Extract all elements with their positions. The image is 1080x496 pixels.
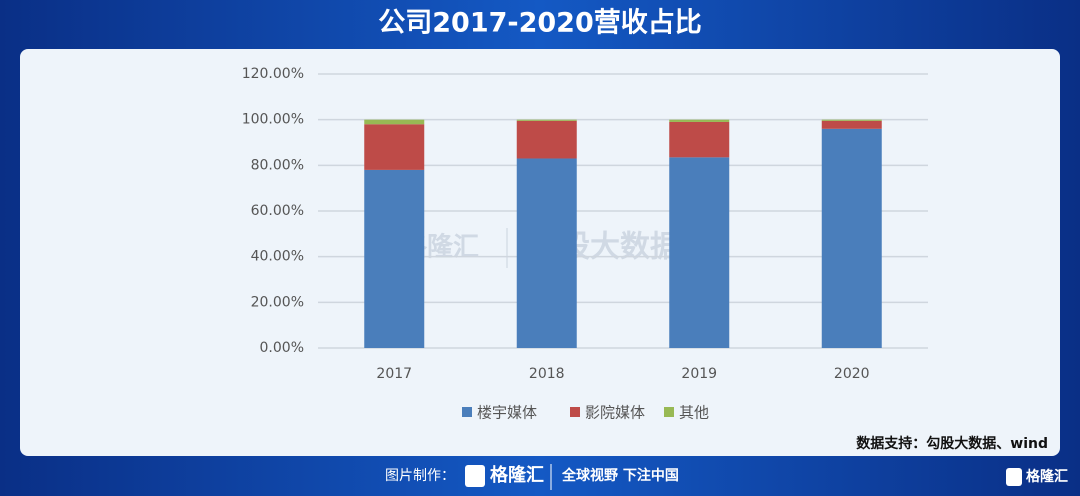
legend-swatch: [570, 407, 580, 417]
y-tick-label: 80.00%: [251, 157, 304, 173]
chart-title: 公司2017-2020营收占比: [378, 8, 702, 39]
bar-segment: [669, 157, 730, 348]
bar-segment: [364, 169, 425, 348]
bar-segment: [516, 119, 577, 121]
bar-segment: [364, 119, 425, 125]
bar-segment: [821, 128, 882, 348]
corner-brand: 格隆汇: [1026, 468, 1068, 485]
x-tick-label: 2020: [834, 366, 870, 382]
y-tick-label: 100.00%: [242, 112, 304, 128]
footer-brand: 格隆汇: [490, 464, 544, 486]
bar-segment: [516, 120, 577, 159]
footer-made-by: 图片制作：: [385, 468, 455, 484]
x-tick-label: 2017: [376, 366, 412, 382]
y-tick-label: 60.00%: [251, 203, 304, 219]
bar-segment: [821, 120, 882, 129]
y-tick-label: 0.00%: [260, 340, 304, 356]
legend-label: 其他: [679, 404, 709, 422]
legend-label: 影院媒体: [585, 404, 645, 422]
bar-segment: [669, 121, 730, 158]
footer-slogan: 全球视野 下注中国: [561, 467, 679, 484]
legend-swatch: [664, 407, 674, 417]
bar-segment: [364, 124, 425, 170]
y-tick-label: 120.00%: [242, 66, 304, 82]
bar-segment: [669, 119, 730, 122]
source: 数据支持：勾股大数据、wind: [856, 435, 1048, 452]
legend-label: 楼宇媒体: [477, 404, 537, 422]
x-tick-label: 2018: [529, 366, 565, 382]
logo-icon: [465, 465, 485, 487]
corner-logo-icon: [1006, 468, 1022, 486]
y-tick-label: 40.00%: [251, 249, 304, 265]
bar-segment: [821, 119, 882, 121]
y-tick-label: 20.00%: [251, 294, 304, 310]
x-tick-label: 2019: [681, 366, 717, 382]
legend-swatch: [462, 407, 472, 417]
bar-segment: [516, 158, 577, 348]
